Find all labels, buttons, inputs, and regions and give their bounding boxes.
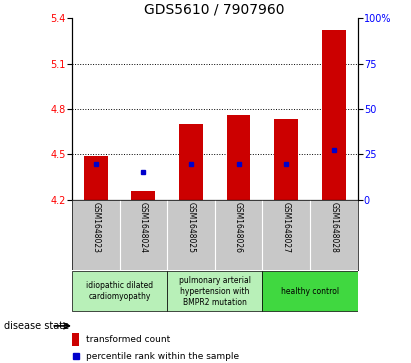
Text: healthy control: healthy control <box>281 287 339 296</box>
Bar <box>84 156 108 200</box>
Text: pulmonary arterial
hypertension with
BMPR2 mutation: pulmonary arterial hypertension with BMP… <box>179 276 251 307</box>
Title: GDS5610 / 7907960: GDS5610 / 7907960 <box>145 3 285 17</box>
Text: GSM1648027: GSM1648027 <box>282 202 291 253</box>
Bar <box>72 271 167 311</box>
Text: transformed count: transformed count <box>86 335 171 344</box>
Bar <box>274 119 298 200</box>
Bar <box>167 271 262 311</box>
Text: GSM1648023: GSM1648023 <box>91 202 100 253</box>
Text: GSM1648024: GSM1648024 <box>139 202 148 253</box>
Text: percentile rank within the sample: percentile rank within the sample <box>86 352 240 361</box>
Text: GSM1648026: GSM1648026 <box>234 202 243 253</box>
Bar <box>262 271 358 311</box>
Text: idiopathic dilated
cardiomyopathy: idiopathic dilated cardiomyopathy <box>86 281 153 301</box>
Bar <box>322 30 346 200</box>
Bar <box>226 115 250 200</box>
Text: GSM1648025: GSM1648025 <box>187 202 196 253</box>
Text: disease state: disease state <box>4 321 69 331</box>
Text: GSM1648028: GSM1648028 <box>329 202 338 253</box>
Bar <box>132 191 155 200</box>
Bar <box>72 333 79 346</box>
Bar <box>179 124 203 200</box>
